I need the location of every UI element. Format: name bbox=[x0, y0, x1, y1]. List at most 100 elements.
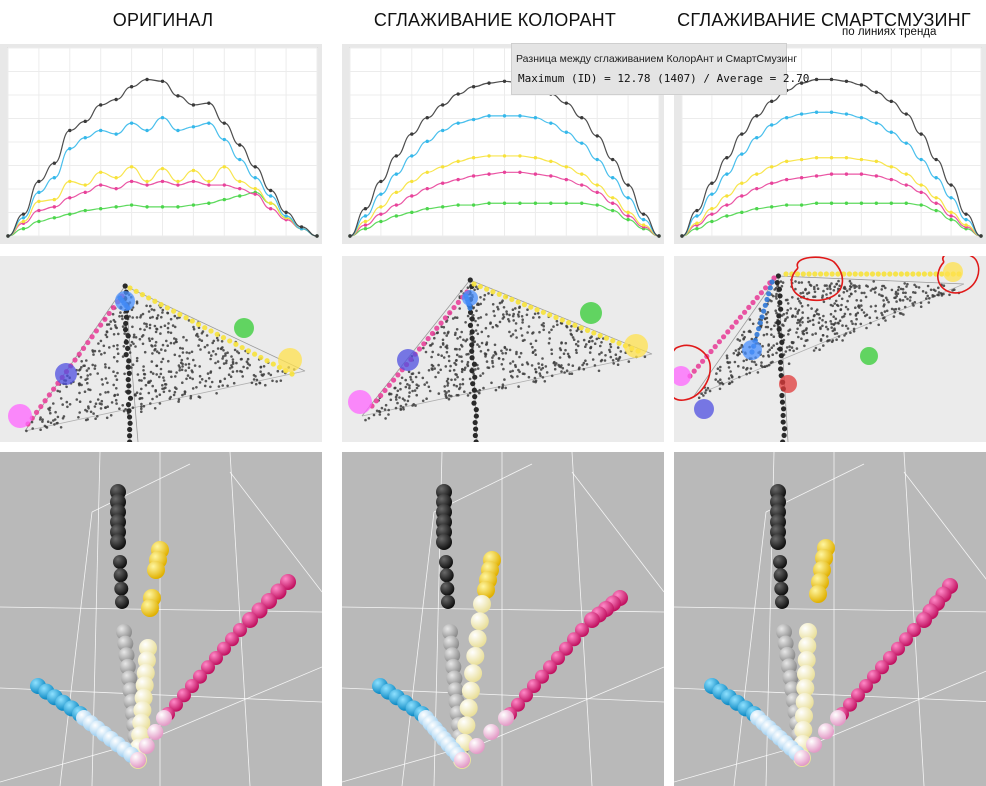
cloud-point bbox=[175, 340, 178, 344]
cloud-point bbox=[214, 353, 218, 356]
cloud-point bbox=[231, 358, 235, 361]
point-magenta bbox=[145, 183, 149, 187]
cloud-point bbox=[822, 289, 825, 293]
cloud-point bbox=[378, 413, 382, 416]
cloud-point bbox=[794, 280, 797, 283]
cloud-point bbox=[178, 369, 181, 372]
point-cyan bbox=[799, 112, 804, 116]
yellow-point bbox=[208, 328, 214, 334]
sphere-magenta bbox=[193, 669, 207, 684]
point-magenta bbox=[68, 196, 72, 200]
cloud-point bbox=[814, 310, 818, 313]
sphere-black bbox=[770, 534, 786, 550]
yellow-point bbox=[214, 331, 220, 337]
wireframe-line bbox=[229, 471, 322, 593]
sphere-magenta bbox=[225, 632, 239, 647]
cloud-point bbox=[751, 322, 755, 326]
gray-axis-point bbox=[469, 355, 475, 361]
cloud-point bbox=[199, 348, 202, 351]
blue-point bbox=[759, 314, 765, 320]
sphere-magenta bbox=[859, 679, 873, 693]
cloud-point bbox=[748, 371, 751, 375]
sphere-lmag bbox=[806, 736, 822, 753]
cloud-point bbox=[406, 399, 410, 403]
cloud-point bbox=[200, 332, 204, 335]
cloud-point bbox=[828, 339, 831, 342]
cloud-point bbox=[85, 359, 88, 362]
yellow-point bbox=[547, 312, 553, 318]
cloud-point bbox=[173, 337, 176, 340]
point-black bbox=[859, 83, 864, 87]
cloud-point bbox=[98, 349, 101, 353]
cloud-point bbox=[880, 288, 883, 291]
spheres-panel-smartsmoothing bbox=[674, 452, 986, 786]
cloud-point bbox=[541, 366, 545, 370]
cloud-point bbox=[498, 301, 502, 305]
cloud-point bbox=[260, 373, 264, 376]
point-yellow bbox=[363, 219, 368, 224]
yellow-point bbox=[164, 305, 170, 311]
magenta-point bbox=[390, 377, 397, 383]
yellow-point bbox=[610, 338, 616, 344]
cloud-point bbox=[913, 283, 916, 287]
cloud-point bbox=[116, 352, 120, 355]
cloud-point bbox=[175, 387, 178, 390]
cloud-point bbox=[869, 305, 873, 308]
cloud-point bbox=[231, 370, 235, 373]
point-green bbox=[564, 201, 568, 205]
cloud-point bbox=[461, 367, 464, 371]
sphere-magenta bbox=[907, 623, 921, 637]
cloud-point bbox=[803, 344, 806, 348]
cloud-point bbox=[518, 355, 521, 359]
cloud-point bbox=[482, 386, 485, 390]
cloud-point bbox=[765, 332, 769, 336]
cloud-point bbox=[149, 316, 152, 320]
cloud-point bbox=[849, 282, 853, 285]
cloud-point bbox=[211, 341, 214, 345]
point-magenta bbox=[363, 223, 368, 227]
sphere-lyellow bbox=[459, 699, 478, 717]
sphere-magenta bbox=[843, 697, 857, 712]
cloud-point bbox=[529, 342, 533, 346]
cloud-point bbox=[254, 375, 257, 378]
point-black bbox=[740, 132, 744, 136]
cloud-point bbox=[781, 281, 785, 284]
sphere-gray bbox=[444, 647, 461, 664]
point-green bbox=[160, 205, 165, 209]
cloud-point bbox=[440, 354, 443, 357]
cloud-point bbox=[415, 383, 418, 386]
point-cyan bbox=[253, 176, 257, 180]
magenta-point bbox=[421, 341, 427, 347]
cloud-point bbox=[885, 309, 889, 313]
point-black bbox=[37, 179, 41, 184]
cloud-point bbox=[89, 400, 92, 404]
cloud-point bbox=[455, 393, 459, 397]
point-cyan bbox=[710, 192, 714, 196]
point-yellow bbox=[829, 156, 834, 160]
cloud-point bbox=[160, 360, 163, 364]
cloud-point bbox=[443, 331, 446, 335]
cloud-point bbox=[145, 304, 148, 308]
cloud-point bbox=[440, 325, 443, 329]
magenta-point bbox=[737, 314, 743, 320]
cloud-point bbox=[215, 336, 219, 340]
wireframe-line bbox=[571, 452, 593, 786]
cloud-point bbox=[725, 354, 729, 357]
cloud-point bbox=[608, 348, 611, 352]
cloud-point bbox=[887, 300, 890, 304]
magenta-point bbox=[98, 322, 104, 328]
cloud-point bbox=[401, 397, 405, 400]
cloud-point bbox=[514, 322, 518, 325]
cloud-point bbox=[531, 351, 535, 354]
cloud-point bbox=[818, 316, 822, 320]
cloud-point bbox=[104, 333, 108, 337]
point-green bbox=[176, 205, 180, 209]
cloud-point bbox=[198, 381, 202, 384]
spheres-smartsmoothing bbox=[674, 452, 986, 786]
cloud-point bbox=[909, 296, 912, 299]
cloud-point bbox=[615, 357, 618, 360]
cloud-point bbox=[229, 375, 233, 378]
yellow-point bbox=[220, 335, 227, 341]
cloud-point bbox=[106, 390, 110, 394]
reference-sphere bbox=[234, 318, 254, 338]
